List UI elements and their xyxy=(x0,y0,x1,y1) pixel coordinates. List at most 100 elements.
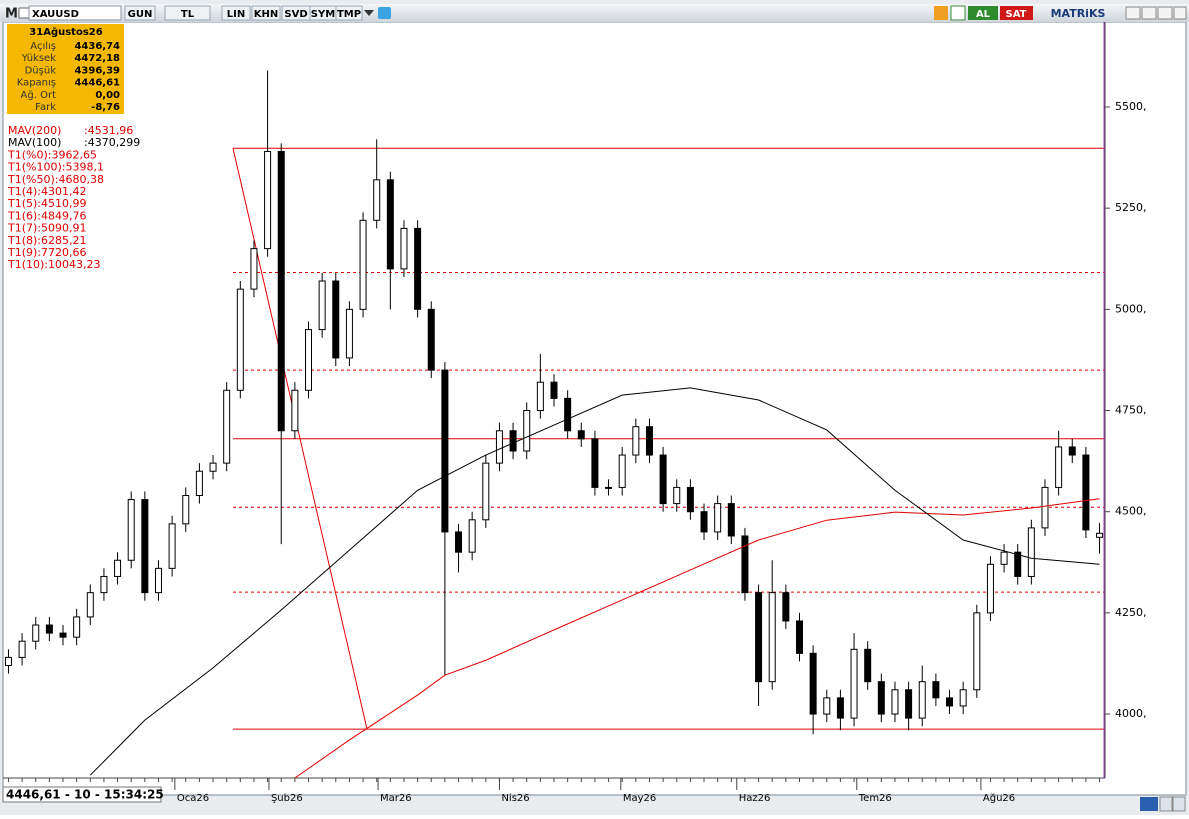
candle-body xyxy=(182,495,190,525)
candle-body xyxy=(523,410,531,452)
candle-body xyxy=(45,624,53,634)
candle-body xyxy=(877,681,885,715)
candle-body xyxy=(455,531,463,553)
candle-body xyxy=(345,308,353,359)
y-tick-label: 5250, xyxy=(1115,201,1147,214)
candle-body xyxy=(864,648,872,683)
candle-body xyxy=(127,499,135,561)
candle-body xyxy=(359,219,367,310)
status-box xyxy=(2,786,162,803)
toolbar-button[interactable] xyxy=(124,5,156,21)
candle-body xyxy=(32,624,40,642)
candle-body xyxy=(686,486,694,513)
level-label: T1(6):4849,76 xyxy=(7,209,87,222)
checkbox[interactable] xyxy=(18,7,30,19)
toolbar-button-label: KHN xyxy=(254,9,279,20)
candle-body xyxy=(114,559,122,577)
candle-body xyxy=(332,280,340,359)
window-button[interactable] xyxy=(1125,6,1141,20)
candle-body xyxy=(932,681,940,699)
toolbar-button[interactable] xyxy=(221,5,251,21)
sell-label: SAT xyxy=(1006,9,1027,20)
candle-body xyxy=(291,389,299,432)
toolbar-button[interactable] xyxy=(251,5,281,21)
twitter-icon[interactable] xyxy=(378,7,391,19)
candle-body xyxy=(495,430,503,464)
buy-label: AL xyxy=(976,9,991,20)
window-button[interactable] xyxy=(1141,6,1157,20)
candle-body xyxy=(386,179,394,270)
sell-button[interactable] xyxy=(1000,6,1033,20)
buy-button[interactable] xyxy=(968,6,998,20)
candle-body xyxy=(4,656,12,666)
x-tick-label: Haz26 xyxy=(739,793,771,804)
moving-average xyxy=(89,387,1100,776)
indicator-value: :4531,96 xyxy=(84,124,133,137)
level-label: T1(7):5090,91 xyxy=(7,222,87,235)
symbol-box[interactable] xyxy=(28,5,122,21)
candle-body xyxy=(673,486,681,505)
candle-body xyxy=(1068,446,1076,456)
toolbar-button-label: TMP xyxy=(337,9,361,20)
candle-body xyxy=(1082,454,1090,531)
flash-icon[interactable] xyxy=(934,6,948,20)
y-tick-label: 5500, xyxy=(1115,100,1147,113)
candle-body xyxy=(414,227,422,310)
candle-body xyxy=(564,397,572,432)
window-button[interactable] xyxy=(1173,6,1187,20)
nav-button[interactable] xyxy=(1140,797,1158,811)
candle-body xyxy=(946,697,954,707)
candle-body xyxy=(891,689,899,715)
candle-body xyxy=(645,426,653,456)
candle-body xyxy=(223,389,231,464)
toolbar-button-label: SVD xyxy=(284,9,307,20)
x-tick-label: Ağu26 xyxy=(983,792,1015,804)
candle-body xyxy=(250,248,258,290)
toolbar-button-label: GUN xyxy=(128,9,153,20)
window-button[interactable] xyxy=(1157,6,1173,20)
candle-body xyxy=(1096,532,1104,538)
candle-body xyxy=(850,648,858,719)
x-tick-label: Şub26 xyxy=(271,793,303,804)
info-box xyxy=(7,24,124,114)
candle-body xyxy=(809,652,817,715)
candle-body xyxy=(905,689,913,719)
level-label: T1(9):7720,66 xyxy=(7,246,87,259)
candle-body xyxy=(714,503,722,533)
info-value: 0,00 xyxy=(95,90,120,101)
y-tick-label: 4500, xyxy=(1115,505,1147,518)
refresh-icon[interactable] xyxy=(950,5,966,21)
dropdown-arrow[interactable] xyxy=(364,10,374,16)
candle-body xyxy=(782,592,790,622)
candle-body xyxy=(264,151,272,250)
x-tick-label: Oca26 xyxy=(177,793,209,804)
y-tick-label: 4000, xyxy=(1115,707,1147,720)
level-label: T1(%100):5398,1 xyxy=(7,161,104,174)
candle-body xyxy=(86,592,94,618)
nav-right[interactable] xyxy=(1172,796,1186,812)
toolbar-button[interactable] xyxy=(335,5,363,21)
candle-body xyxy=(918,681,926,719)
info-label: Ağ. Ort xyxy=(21,89,57,101)
candle-body xyxy=(727,503,735,537)
candle-body xyxy=(741,535,749,594)
y-tick-label: 4250, xyxy=(1115,606,1147,619)
info-label: Düşük xyxy=(25,65,57,76)
candle-body xyxy=(154,567,162,594)
candle-body xyxy=(400,227,408,270)
nav-left[interactable] xyxy=(1159,796,1173,812)
candle-body xyxy=(141,499,149,594)
indicator-name: MAV(200) xyxy=(8,124,61,137)
candle-body xyxy=(550,381,558,399)
info-date: 31Ağustos26 xyxy=(29,26,102,38)
info-label: Açılış xyxy=(30,41,56,52)
info-label: Fark xyxy=(35,102,56,113)
toolbar-button[interactable] xyxy=(164,5,211,21)
candle-body xyxy=(509,430,517,452)
symbol: XAUUSD xyxy=(32,9,79,20)
info-label: Yüksek xyxy=(21,53,56,64)
chart-frame xyxy=(2,21,1187,796)
candle-body xyxy=(1055,446,1063,488)
